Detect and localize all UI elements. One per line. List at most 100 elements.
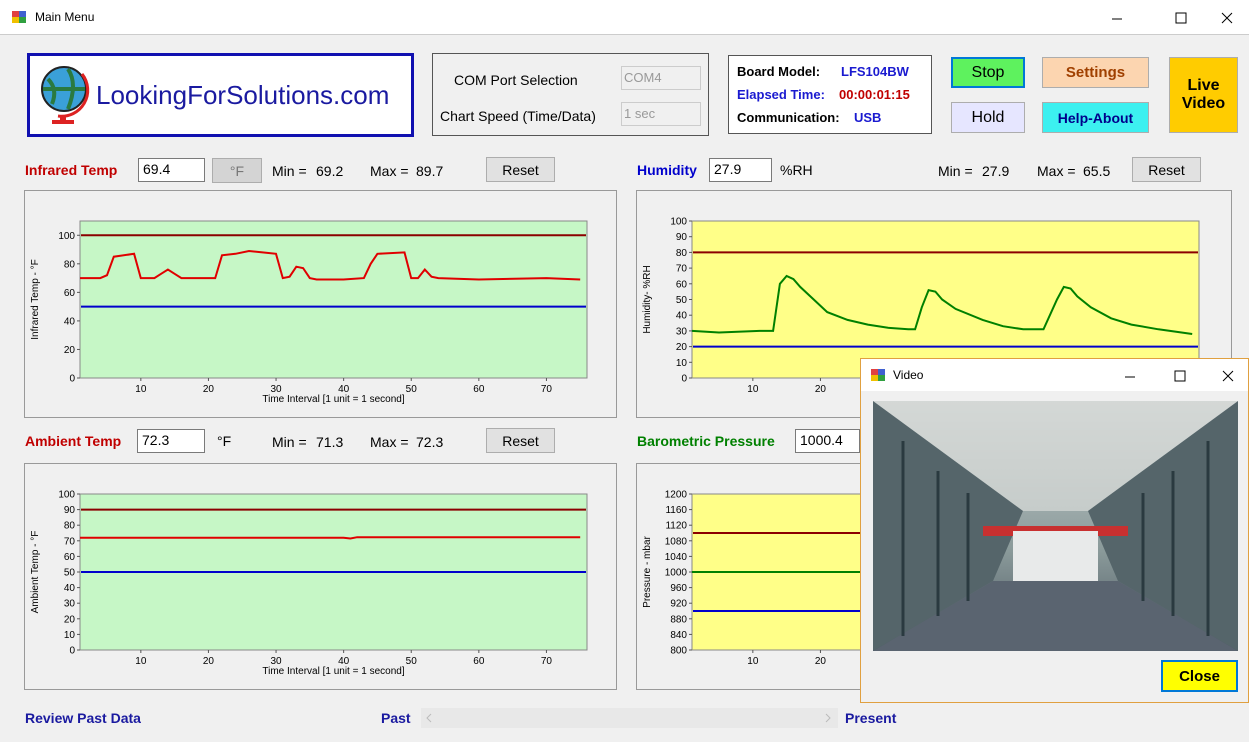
reset-button[interactable]: Reset bbox=[486, 157, 555, 182]
y-tick-label: 10 bbox=[64, 630, 76, 641]
y-tick-label: 60 bbox=[64, 288, 76, 299]
reset-button[interactable]: Reset bbox=[1132, 157, 1201, 182]
x-tick-label: 10 bbox=[135, 384, 147, 395]
y-tick-label: 1040 bbox=[665, 552, 688, 563]
y-tick-label: 100 bbox=[58, 490, 75, 501]
x-tick-label: 60 bbox=[473, 384, 485, 395]
min-label: Min = bbox=[272, 163, 307, 179]
y-tick-label: 960 bbox=[670, 583, 687, 594]
port-label: COM Port Selection bbox=[454, 72, 578, 88]
y-tick-label: 0 bbox=[69, 646, 75, 657]
y-tick-label: 100 bbox=[58, 231, 75, 242]
y-tick-label: 30 bbox=[64, 599, 76, 610]
reset-button[interactable]: Reset bbox=[486, 428, 555, 453]
max-label: Max = bbox=[370, 163, 409, 179]
help-button[interactable]: Help-About bbox=[1042, 102, 1149, 133]
y-tick-label: 60 bbox=[64, 552, 76, 563]
y-tick-label: 800 bbox=[670, 646, 687, 657]
review-label: Review Past Data bbox=[25, 710, 141, 726]
sensor-label: Ambient Temp bbox=[25, 433, 121, 449]
chart: 010203040506070809010010203040506070Ambi… bbox=[25, 464, 616, 689]
y-tick-label: 90 bbox=[64, 505, 76, 516]
y-tick-label: 20 bbox=[64, 614, 76, 625]
elapsed-label: Elapsed Time: bbox=[737, 87, 825, 102]
min-label: Min = bbox=[272, 434, 307, 450]
max-value: 65.5 bbox=[1083, 163, 1110, 179]
x-tick-label: 70 bbox=[541, 384, 553, 395]
history-scrollbar[interactable] bbox=[421, 708, 838, 728]
x-tick-label: 10 bbox=[135, 656, 147, 667]
x-axis-label: Time Interval [1 unit = 1 second] bbox=[262, 394, 404, 405]
window-controls[interactable] bbox=[1110, 8, 1240, 28]
max-value: 89.7 bbox=[416, 163, 443, 179]
min-value: 71.3 bbox=[316, 434, 343, 450]
max-value: 72.3 bbox=[416, 434, 443, 450]
x-tick-label: 10 bbox=[747, 384, 759, 395]
video-window: Video Close bbox=[860, 358, 1249, 703]
y-tick-label: 80 bbox=[676, 248, 688, 259]
logo-box: LookingForSolutions.com bbox=[27, 53, 414, 137]
video-title-bar: Video bbox=[861, 359, 1248, 391]
video-controls[interactable] bbox=[1123, 366, 1243, 386]
y-axis-label: Pressure - mbar bbox=[642, 535, 653, 607]
sensor-value[interactable]: 72.3 bbox=[137, 429, 205, 453]
speed-select[interactable]: 1 sec bbox=[621, 102, 701, 126]
y-tick-label: 20 bbox=[64, 345, 76, 356]
y-tick-label: 50 bbox=[676, 295, 688, 306]
min-value: 27.9 bbox=[982, 163, 1009, 179]
y-axis-label: Humidity- %RH bbox=[642, 265, 653, 333]
y-tick-label: 40 bbox=[64, 316, 76, 327]
unit-label: %RH bbox=[780, 162, 813, 178]
y-tick-label: 0 bbox=[69, 374, 75, 385]
sensor-value[interactable]: 27.9 bbox=[709, 158, 772, 182]
sensor-label: Infrared Temp bbox=[25, 162, 117, 178]
window-title: Main Menu bbox=[35, 10, 94, 24]
sensor-label: Barometric Pressure bbox=[637, 433, 775, 449]
sensor-value[interactable]: 1000.4 bbox=[795, 429, 860, 453]
speed-label: Chart Speed (Time/Data) bbox=[440, 108, 596, 124]
plot-area bbox=[692, 221, 1199, 378]
hold-button[interactable]: Hold bbox=[951, 102, 1025, 133]
stop-button[interactable]: Stop bbox=[951, 57, 1025, 88]
close-button[interactable]: Close bbox=[1161, 660, 1238, 692]
globe-icon bbox=[38, 64, 94, 126]
y-tick-label: 60 bbox=[676, 279, 688, 290]
unit-button[interactable]: °F bbox=[212, 158, 262, 183]
y-tick-label: 1120 bbox=[665, 521, 687, 532]
y-tick-label: 70 bbox=[676, 264, 688, 275]
sensor-value[interactable]: 69.4 bbox=[138, 158, 205, 182]
comm-value: USB bbox=[854, 110, 881, 125]
plot-area bbox=[80, 221, 587, 378]
y-tick-label: 80 bbox=[64, 521, 76, 532]
com-panel: COM Port Selection COM4 Chart Speed (Tim… bbox=[432, 53, 709, 136]
present-label: Present bbox=[845, 710, 896, 726]
y-axis-label: Infrared Temp - °F bbox=[30, 259, 41, 340]
live-video-button[interactable]: Live Video bbox=[1169, 57, 1238, 133]
y-tick-label: 70 bbox=[64, 536, 76, 547]
x-tick-label: 70 bbox=[541, 656, 553, 667]
y-tick-label: 1080 bbox=[665, 536, 688, 547]
app-icon bbox=[12, 11, 26, 23]
x-tick-label: 60 bbox=[473, 656, 485, 667]
sensor-label: Humidity bbox=[637, 162, 697, 178]
unit-label: °F bbox=[217, 433, 231, 449]
settings-button[interactable]: Settings bbox=[1042, 57, 1149, 88]
x-tick-label: 10 bbox=[747, 656, 759, 667]
logo-text: LookingForSolutions.com bbox=[96, 80, 389, 111]
y-tick-label: 1000 bbox=[665, 568, 688, 579]
y-tick-label: 1160 bbox=[665, 505, 687, 516]
y-tick-label: 840 bbox=[670, 630, 687, 641]
y-tick-label: 20 bbox=[676, 342, 688, 353]
y-tick-label: 40 bbox=[676, 311, 688, 322]
min-label: Min = bbox=[938, 163, 973, 179]
x-tick-label: 20 bbox=[203, 656, 215, 667]
y-tick-label: 50 bbox=[64, 568, 76, 579]
elapsed-value: 00:00:01:15 bbox=[839, 87, 910, 102]
port-select[interactable]: COM4 bbox=[621, 66, 701, 90]
x-tick-label: 50 bbox=[406, 656, 418, 667]
max-label: Max = bbox=[1037, 163, 1076, 179]
y-tick-label: 880 bbox=[670, 614, 687, 625]
